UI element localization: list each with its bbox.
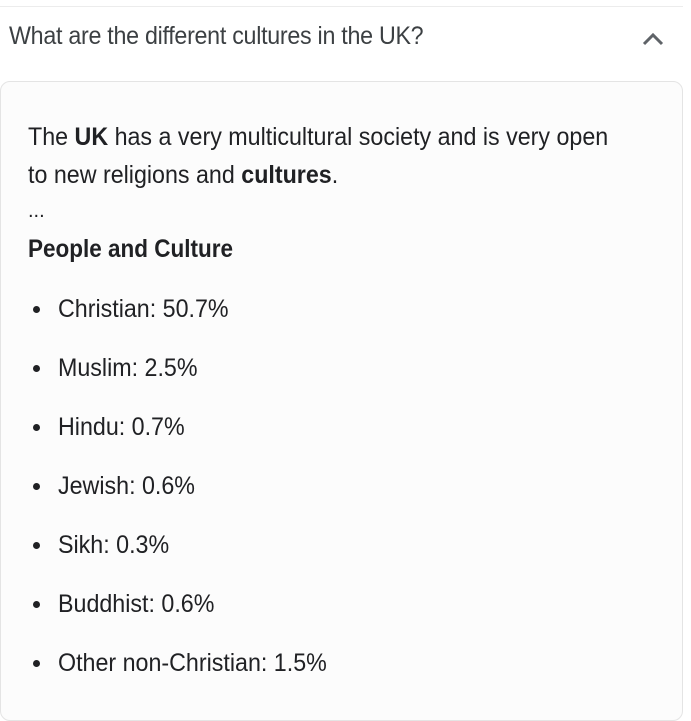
list-item: Hindu: 0.7%	[28, 411, 347, 470]
list-item: Other non-Christian: 1.5%	[28, 647, 347, 706]
ellipsis: ...	[28, 200, 45, 222]
answer-intro: The UK has a very multicultural society …	[28, 118, 614, 194]
list-item-text: Hindu: 0.7%	[58, 413, 185, 441]
bullet-icon	[33, 483, 40, 490]
list-item: Jewish: 0.6%	[28, 470, 347, 529]
section-heading: People and Culture	[28, 235, 234, 263]
list-item-text: Sikh: 0.3%	[58, 531, 170, 559]
list-item-text: Other non-Christian: 1.5%	[58, 649, 327, 677]
answer-card	[0, 81, 683, 721]
bullet-icon	[33, 306, 40, 313]
list-item-text: Muslim: 2.5%	[58, 354, 198, 382]
list-item: Muslim: 2.5%	[28, 352, 347, 411]
list-item-text: Christian: 50.7%	[58, 295, 229, 323]
list-item-text: Buddhist: 0.6%	[58, 590, 215, 618]
list-item: Buddhist: 0.6%	[28, 588, 347, 647]
divider	[0, 6, 683, 7]
bullet-icon	[33, 601, 40, 608]
intro-part-bold: UK	[74, 123, 109, 151]
intro-part: has a very multicultural society and is …	[28, 123, 609, 189]
bullet-icon	[33, 424, 40, 431]
list-item: Christian: 50.7%	[28, 293, 347, 352]
faq-question-header[interactable]: What are the different cultures in the U…	[0, 0, 691, 80]
intro-part: The	[28, 123, 75, 151]
religion-list: Christian: 50.7% Muslim: 2.5% Hindu: 0.7…	[28, 293, 347, 706]
chevron-up-icon[interactable]	[641, 30, 665, 48]
bullet-icon	[33, 660, 40, 667]
list-item-text: Jewish: 0.6%	[58, 472, 195, 500]
bullet-icon	[33, 365, 40, 372]
intro-part: .	[331, 161, 339, 189]
intro-part-bold: cultures	[241, 161, 332, 189]
list-item: Sikh: 0.3%	[28, 529, 347, 588]
question-text: What are the different cultures in the U…	[9, 22, 424, 50]
bullet-icon	[33, 542, 40, 549]
